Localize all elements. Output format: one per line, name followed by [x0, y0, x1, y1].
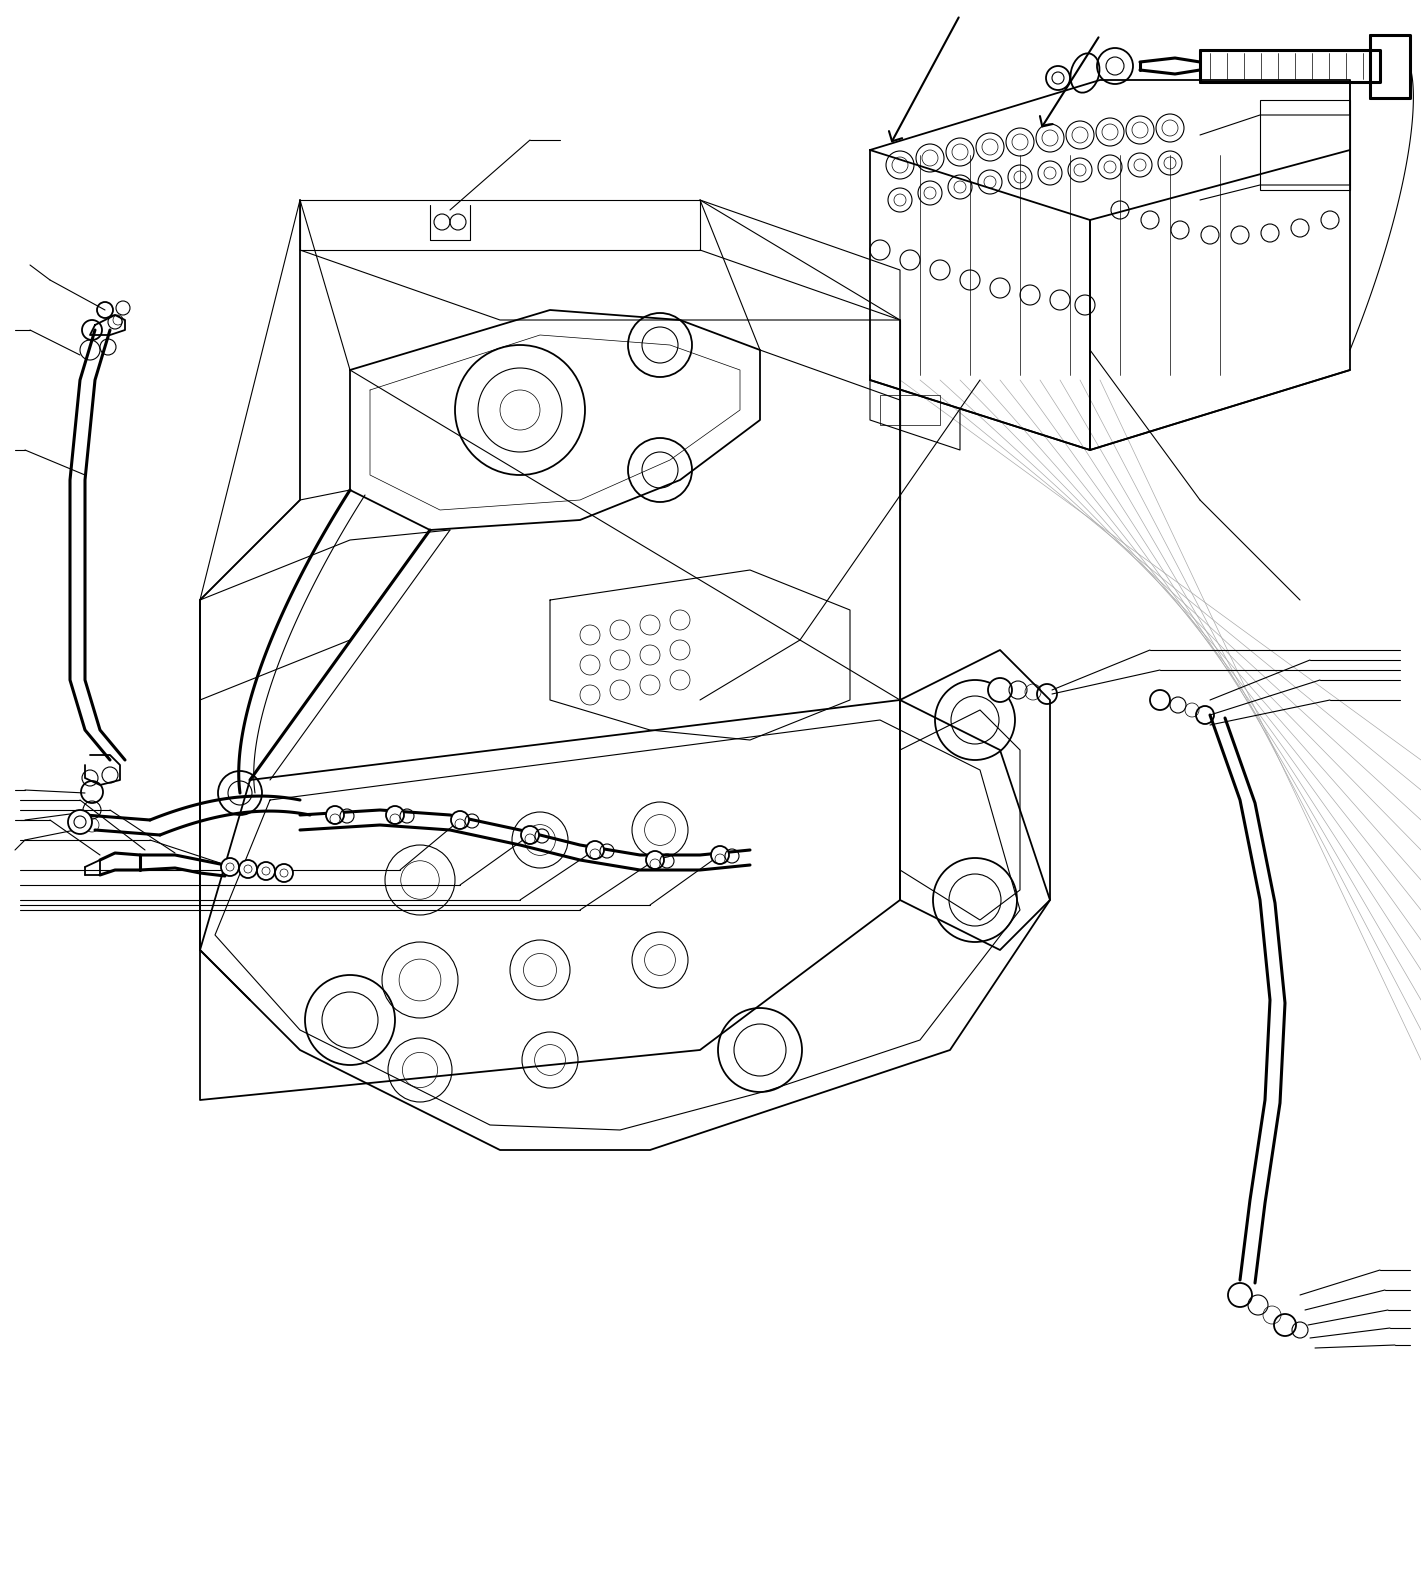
- Circle shape: [585, 842, 604, 859]
- Circle shape: [1228, 1284, 1252, 1307]
- Circle shape: [239, 860, 257, 878]
- Bar: [1260, 101, 1350, 190]
- Bar: [880, 395, 941, 425]
- Circle shape: [222, 857, 239, 876]
- Circle shape: [68, 810, 92, 834]
- Circle shape: [522, 826, 539, 845]
- Circle shape: [710, 846, 729, 864]
- Circle shape: [276, 864, 293, 882]
- Circle shape: [1150, 691, 1169, 709]
- Circle shape: [257, 862, 276, 879]
- Circle shape: [387, 805, 404, 824]
- Circle shape: [450, 812, 469, 829]
- Circle shape: [647, 851, 664, 868]
- Circle shape: [988, 678, 1012, 702]
- Circle shape: [325, 805, 344, 824]
